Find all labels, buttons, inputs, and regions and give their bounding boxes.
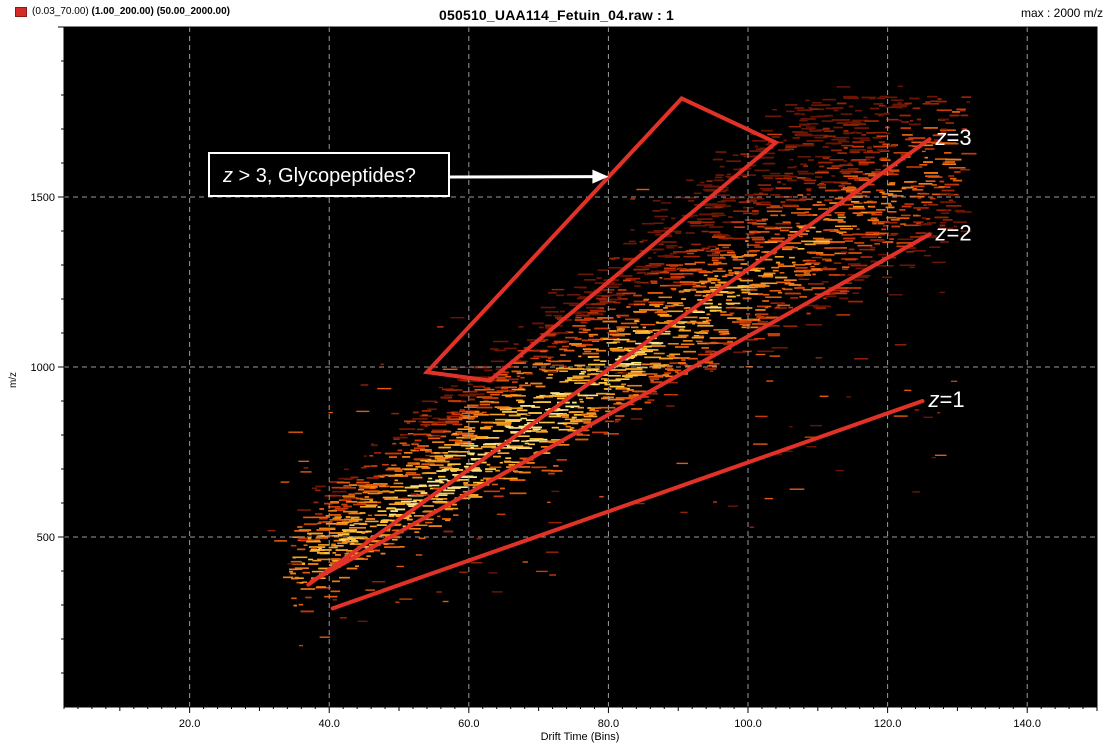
header-legend: (0.03_70.00) (1.00_200.00) (50.00_2000.0… <box>32 6 230 17</box>
glycopeptide-region <box>422 95 780 383</box>
legend-swatch <box>15 7 27 17</box>
charge-label-value: =1 <box>940 387 965 412</box>
charge-line-3 <box>306 137 932 587</box>
callout-arrow-head <box>592 169 609 184</box>
legend-part-1: (0.03_70.00) <box>32 6 89 17</box>
charge-line-1 <box>330 399 925 611</box>
charge-label-var: z <box>934 220 946 245</box>
charge-label-1: z=1 <box>928 387 965 412</box>
callout-box <box>208 152 450 197</box>
charge-label-2: z=2 <box>934 220 971 245</box>
intensity-map <box>267 85 977 647</box>
x-tick-label-3: 80.0 <box>598 718 619 730</box>
x-tick-label-6: 140.0 <box>1013 718 1041 730</box>
axes: 20.0 40.0 60.0 80.0 100.0 120.0 140.0 500 1000 15… <box>8 26 1098 743</box>
callout-label: z > 3, Glycopeptides? <box>222 165 416 187</box>
charge-label-value: =3 <box>946 125 971 150</box>
annotation-overlay: z=1z=2z=3z > 3, Glycopeptides? <box>208 95 972 611</box>
x-tick-label-5: 120.0 <box>874 718 902 730</box>
legend-part-2: (1.00_200.00) <box>91 6 154 17</box>
x-axis-label: Drift Time (Bins) <box>541 731 620 743</box>
charge-line-2 <box>309 232 932 584</box>
legend-part-3: (50.00_2000.00) <box>156 6 230 17</box>
charge-label-var: z <box>934 125 946 150</box>
x-tick-label-1: 40.0 <box>319 718 340 730</box>
charge-label-3: z=3 <box>934 125 971 150</box>
x-tick-label-0: 20.0 <box>179 718 200 730</box>
y-tick-label-0: 500 <box>37 532 55 544</box>
x-tick-label-4: 100.0 <box>734 718 762 730</box>
x-tick-label-2: 60.0 <box>458 718 479 730</box>
callout-var: z <box>222 165 233 187</box>
y-tick-label-1: 1000 <box>31 362 55 374</box>
charge-label-value: =2 <box>946 220 971 245</box>
y-tick-label-2: 1500 <box>31 192 55 204</box>
max-label: max : 2000 m/z <box>1020 6 1103 20</box>
callout-text: > 3, Glycopeptides? <box>233 165 416 187</box>
charge-label-var: z <box>928 387 940 412</box>
chart-title: 050510_UAA114_Fetuin_04.raw : 1 <box>439 7 674 23</box>
y-axis-label: m/z <box>8 372 19 388</box>
